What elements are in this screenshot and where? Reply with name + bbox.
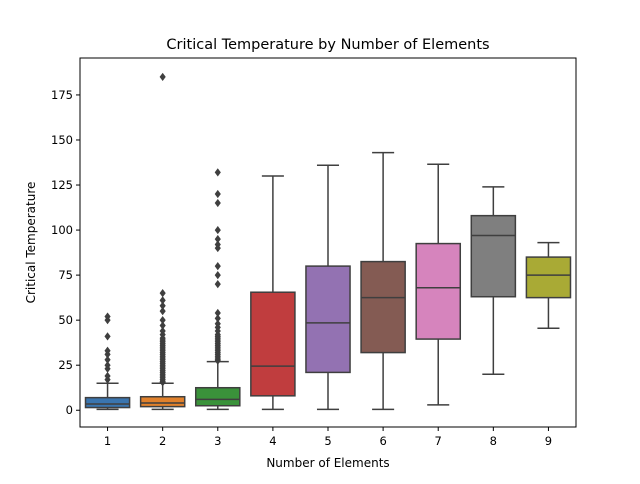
outlier-point <box>214 225 221 235</box>
outlier-point <box>214 240 221 249</box>
y-tick-label: 175 <box>51 88 73 102</box>
x-tick-label: 7 <box>435 434 442 448</box>
outlier-point <box>104 332 111 341</box>
box-group-2 <box>139 72 186 411</box>
x-tick-label: 3 <box>214 434 221 448</box>
outlier-point <box>159 72 166 82</box>
box-group-3 <box>194 168 241 411</box>
x-tick-label: 6 <box>379 434 386 448</box>
y-tick-label: 0 <box>66 403 73 417</box>
outlier-point <box>104 312 111 321</box>
box-group-6 <box>360 151 406 411</box>
outlier-point <box>104 355 111 364</box>
outlier-point <box>104 346 111 355</box>
box-iqr <box>305 265 351 374</box>
box-iqr <box>194 386 241 407</box>
box-iqr <box>250 291 296 397</box>
box-group-4 <box>250 175 296 411</box>
outlier-point <box>214 308 221 318</box>
outlier-point <box>104 361 111 370</box>
y-tick-label: 25 <box>58 358 73 372</box>
x-tick-label: 8 <box>490 434 497 448</box>
box-group-9 <box>525 241 572 330</box>
outlier-point <box>159 321 166 330</box>
y-tick-label: 75 <box>58 268 73 282</box>
box-group-1 <box>84 312 131 411</box>
box-iqr <box>525 256 572 299</box>
box-iqr <box>139 395 186 408</box>
x-tick-label: 1 <box>104 434 111 448</box>
outlier-point <box>159 301 166 310</box>
x-axis-label: Number of Elements <box>266 456 389 470</box>
box-iqr <box>84 396 131 409</box>
outlier-point <box>214 319 221 328</box>
x-tick-label: 4 <box>269 434 276 448</box>
y-axis-label: Critical Temperature <box>24 182 38 304</box>
outlier-point <box>104 371 111 381</box>
box-group-5 <box>305 164 351 411</box>
x-tick-label: 9 <box>545 434 552 448</box>
box-iqr <box>470 214 517 298</box>
box-iqr <box>360 260 406 354</box>
y-tick-label: 100 <box>51 223 73 237</box>
outlier-point <box>159 316 166 325</box>
x-tick-label: 2 <box>159 434 166 448</box>
outlier-point <box>214 234 221 244</box>
y-tick-label: 125 <box>51 178 73 192</box>
outlier-point <box>159 289 166 298</box>
plot-area <box>84 72 572 411</box>
x-tick-label: 5 <box>324 434 331 448</box>
outlier-point <box>214 198 221 208</box>
y-tick-label: 50 <box>58 313 73 327</box>
box-iqr <box>415 242 462 340</box>
outlier-point <box>214 189 221 199</box>
outlier-point <box>159 326 166 336</box>
outlier-point <box>159 296 166 305</box>
outlier-point <box>214 168 221 177</box>
outlier-point <box>214 271 221 280</box>
box-group-8 <box>470 186 517 375</box>
outlier-point <box>214 314 221 323</box>
outlier-point <box>159 307 166 316</box>
y-tick-label: 150 <box>51 133 73 147</box>
box-group-7 <box>415 163 462 406</box>
chart-title: Critical Temperature by Number of Elemen… <box>166 37 489 53</box>
outlier-point <box>214 262 221 271</box>
outlier-point <box>214 280 221 289</box>
